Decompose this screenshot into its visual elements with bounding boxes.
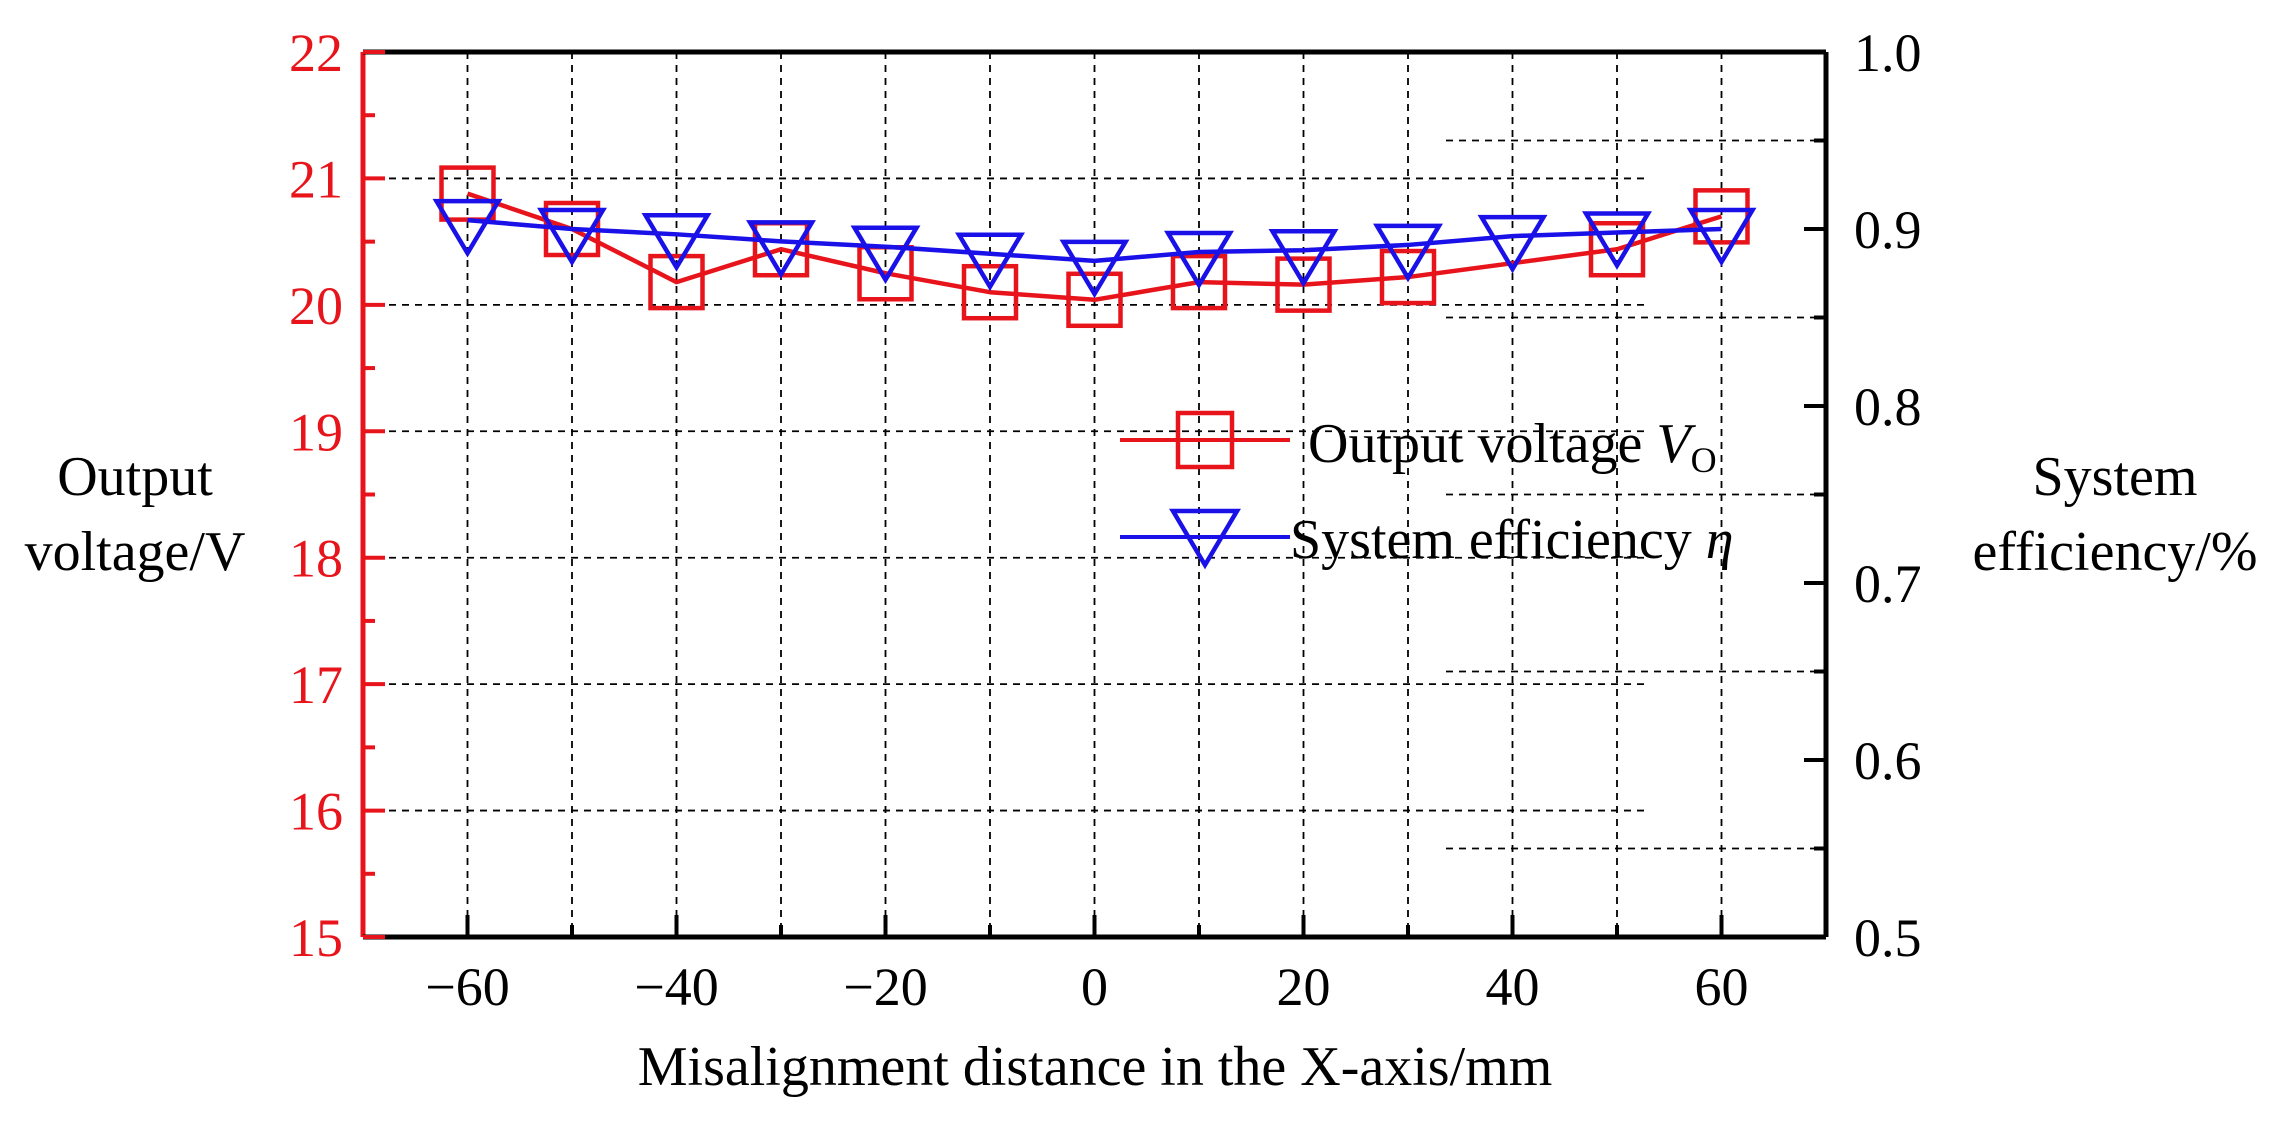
x-axis-title: Misalignment distance in the X-axis/mm: [638, 1036, 1553, 1098]
grid: [363, 52, 1826, 937]
efficiency-point: [641, 213, 712, 272]
left-tick-label: 15: [289, 908, 343, 968]
left-tick-label: 18: [289, 529, 343, 589]
voltage-point: [1170, 253, 1228, 311]
legend-voltage-label: Output voltage VO: [1308, 413, 1717, 480]
axes: [360, 49, 1829, 940]
right-tick-label: 1.0: [1854, 23, 1922, 83]
legend-efficiency-main: System efficiency: [1290, 509, 1706, 571]
voltage-point: [648, 253, 705, 311]
efficiency-point: [1164, 230, 1234, 290]
right-axis-title-line1: System: [2033, 446, 2198, 508]
left-tick-label: 22: [289, 23, 343, 83]
left-axis-title-line1: Output: [57, 446, 213, 508]
voltage-point: [1275, 256, 1332, 313]
legend-efficiency-marker: [1169, 508, 1241, 570]
efficiency-point: [746, 220, 816, 279]
right-tick-label: 0.7: [1854, 554, 1922, 614]
voltage-point: [1066, 271, 1123, 329]
efficiency-point: [432, 198, 503, 258]
legend-voltage-main: Output voltage: [1308, 413, 1656, 475]
voltage-point: [439, 165, 496, 222]
legend-efficiency-label: System efficiency η: [1290, 509, 1734, 571]
left-tick-label: 16: [289, 782, 343, 842]
left-tick-label: 20: [289, 276, 343, 336]
series-line-1: [467, 217, 1722, 264]
series-line-0: [466, 191, 1723, 303]
x-tick-label: 20: [1277, 957, 1331, 1017]
left-tick-label: 19: [289, 402, 343, 462]
x-tick-label: −60: [425, 957, 509, 1017]
efficiency-point: [1686, 207, 1757, 267]
legend-entry-voltage: Output voltage VO: [1120, 410, 1717, 480]
legend-efficiency-var: η: [1706, 509, 1734, 571]
series-layer: [432, 165, 1757, 329]
voltage-point: [961, 263, 1019, 321]
legend-entry-efficiency: System efficiency η: [1120, 508, 1734, 571]
legend-voltage-var: V: [1656, 413, 1696, 475]
right-tick-label: 0.6: [1854, 731, 1922, 791]
x-tick-label: 60: [1695, 957, 1749, 1017]
efficiency-point: [1477, 214, 1548, 274]
voltage-point: [1379, 248, 1437, 306]
left-tick-label: 21: [289, 149, 343, 209]
tick-labels: 15 16 17 18 19 20 21 22 0.5 0.6 0.7 0.8 0.9 1.0 −60 −40…: [289, 23, 1922, 1017]
efficiency-point: [1582, 211, 1652, 270]
x-tick-label: 0: [1081, 957, 1108, 1017]
left-axis-title-line2: voltage/V: [25, 521, 246, 583]
x-tick-label: 40: [1486, 957, 1540, 1017]
efficiency-point: [955, 232, 1025, 292]
legend-voltage-sub: O: [1691, 440, 1717, 480]
voltage-point: [1588, 220, 1646, 278]
right-tick-label: 0.8: [1854, 377, 1922, 437]
efficiency-point: [1059, 239, 1130, 299]
right-tick-label: 0.9: [1854, 200, 1922, 260]
efficiency-point: [1268, 228, 1339, 288]
efficiency-point: [1373, 223, 1443, 283]
legend: Output voltage VO System efficiency η: [1120, 410, 1734, 571]
right-axis-title-line2: efficiency/%: [1972, 521, 2257, 583]
x-tick-label: −40: [634, 957, 718, 1017]
left-tick-label: 17: [289, 655, 343, 715]
x-tick-label: −20: [843, 957, 927, 1017]
efficiency-point: [537, 207, 607, 267]
right-tick-label: 0.5: [1854, 908, 1922, 968]
efficiency-point: [850, 225, 921, 285]
legend-voltage-marker: [1175, 410, 1235, 470]
